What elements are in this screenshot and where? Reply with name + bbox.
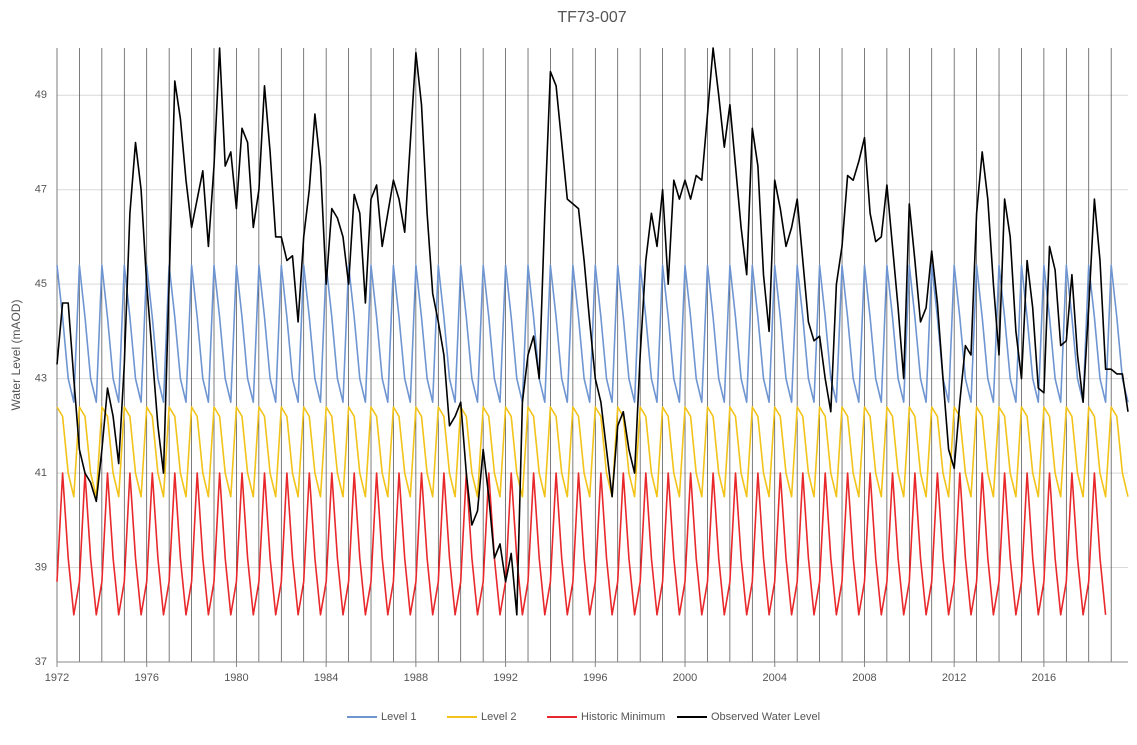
x-tick-label: 2008 [852, 672, 876, 684]
x-tick-label: 1988 [404, 672, 428, 684]
x-tick-label: 1984 [314, 672, 338, 684]
legend-label: Level 1 [381, 711, 416, 723]
x-tick-label: 1976 [134, 672, 158, 684]
x-tick-label: 2004 [762, 672, 786, 684]
y-tick-label: 45 [35, 278, 47, 290]
series-line [56, 472, 1107, 616]
x-tick-label: 1980 [224, 672, 248, 684]
legend-label: Observed Water Level [711, 711, 820, 723]
x-tick-label: 1996 [583, 672, 607, 684]
y-tick-label: 39 [35, 561, 47, 573]
x-tick-label: 2016 [1032, 672, 1056, 684]
y-tick-label: 37 [35, 656, 47, 668]
series-line [56, 47, 1129, 616]
x-tick-label: 1972 [45, 672, 69, 684]
x-tick-label: 2012 [942, 672, 966, 684]
y-tick-label: 49 [35, 89, 47, 101]
x-tick-label: 2000 [673, 672, 697, 684]
y-tick-label: 43 [35, 373, 47, 385]
legend-label: Historic Minimum [581, 711, 665, 723]
x-tick-label: 1992 [493, 672, 517, 684]
series-line [56, 406, 1129, 498]
legend-label: Level 2 [481, 711, 516, 723]
y-tick-label: 41 [35, 467, 47, 479]
y-tick-label: 47 [35, 184, 47, 196]
y-axis-label: Water Level (mAOD) [9, 300, 23, 411]
chart-title: TF73-007 [557, 9, 626, 26]
series-line [56, 264, 1129, 403]
